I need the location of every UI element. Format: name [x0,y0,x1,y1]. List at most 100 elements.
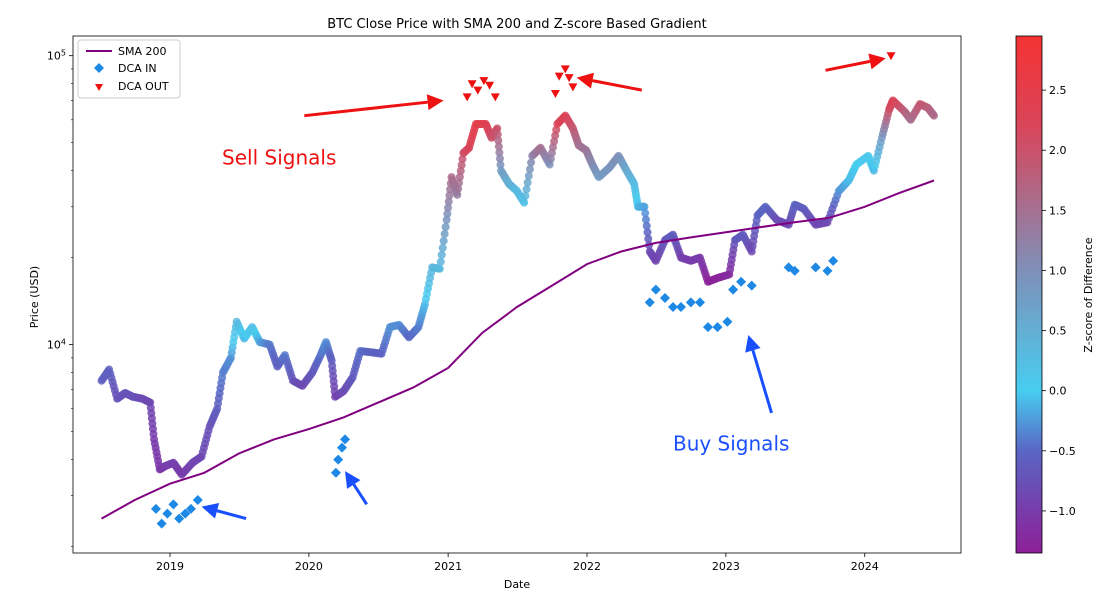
price-point [494,142,503,151]
price-point [495,148,504,157]
dca-out-marker [479,77,489,86]
price-point [641,215,650,224]
buy-signals-annotation: Buy Signals [673,432,789,456]
colorbar-tick-label: −1.0 [1049,505,1076,518]
annotation-arrow-shaft [592,79,643,92]
sell-signals-annotation: Sell Signals [222,146,336,170]
price-point [456,166,465,175]
x-tick-label: 2024 [851,560,879,573]
price-point [644,234,653,243]
price-point [454,184,463,193]
dca-in-marker [810,262,821,273]
price-point [493,130,502,139]
price-point [493,124,502,133]
dca-in-marker [667,301,678,312]
dca-in-marker [728,284,739,295]
price-point [525,165,534,174]
price-point [527,158,536,167]
price-point [444,197,453,206]
price-point [440,229,449,238]
dca-in-marker [828,255,839,266]
price-point [438,243,447,252]
y-axis-label: Price (USD) [28,266,41,328]
price-point [436,257,445,266]
dca-in-marker [650,284,661,295]
chart-title: BTC Close Price with SMA 200 and Z-score… [327,17,707,32]
price-point [640,202,649,211]
price-point [457,161,466,170]
price-point [458,155,467,164]
dca-out-marker [886,52,896,61]
x-tick-label: 2019 [156,560,184,573]
annotation-arrow-head [745,334,761,353]
dca-in-marker [789,265,800,276]
colorbar-tick-label: −0.5 [1049,445,1076,458]
x-tick-label: 2022 [573,560,601,573]
colorbar-tick-label: 2.5 [1049,84,1067,97]
dca-in-marker [333,454,344,465]
dca-in-marker [685,297,696,308]
x-tick-label: 2020 [295,560,323,573]
dca-in-marker [180,508,191,519]
dca-out-marker [462,93,472,102]
dca-in-marker [736,276,747,287]
colorbar-tick-label: 0.0 [1049,385,1067,398]
colorbar-tick-label: 1.5 [1049,204,1067,217]
price-point [495,154,504,163]
y-tick-label: 104 [47,337,66,352]
annotation-arrow-shaft [216,509,247,521]
legend-dca-out-label: DCA OUT [118,80,169,93]
price-point [442,215,451,224]
dca-in-marker [660,292,670,303]
annotation-arrow-head [576,72,594,89]
plot-frame [72,35,962,554]
colorbar-tick-label: 1.0 [1049,264,1067,277]
annotation-arrow-shaft [751,349,773,414]
colorbar-ticks: −1.0 −0.5 0.0 0.5 1.0 1.5 2.0 2.5 [1042,84,1076,518]
price-point [437,250,446,259]
y-tick-label: 105 [47,48,66,63]
price-point [444,203,453,212]
dca-in-marker [156,518,167,529]
legend-dca-in-marker [94,63,104,73]
legend-dca-out-marker [95,84,103,91]
price-point [439,236,448,245]
colorbar-tick-label: 2.0 [1049,144,1067,157]
dca-out-marker [568,83,578,92]
price-point [435,264,444,273]
colorbar-gradient [1015,35,1043,554]
price-point [929,111,938,120]
dca-in-marker [712,322,723,333]
price-point [496,160,505,169]
dca-in-marker [330,467,341,478]
price-point [443,209,452,218]
annotation-arrow-head [345,471,361,489]
plot-background [73,36,961,553]
plot-area: 2019 2020 2021 2022 2023 2024 104 105 Sell Signa… [47,35,962,573]
dca-in-marker [174,513,185,524]
price-point [643,228,652,237]
legend-box [77,39,181,99]
dca-in-marker [168,499,179,510]
legend-dca-in-label: DCA IN [118,62,157,75]
price-point [494,136,503,145]
dca-out-marker [485,81,495,90]
annotation-arrow-head [426,94,444,111]
dca-in-marker [185,503,196,514]
price-point [455,172,464,181]
price-point [521,191,530,200]
annotation-arrow-shaft [304,100,428,118]
legend: SMA 200 DCA IN DCA OUT [77,39,181,99]
price-point [453,190,462,199]
dca-out-marker [550,89,560,98]
annotation-arrow-shaft [352,483,368,506]
price-point [441,222,450,231]
price-point [522,185,531,194]
price-point [520,198,529,207]
dca-out-marker [564,74,574,83]
price-point [523,178,532,187]
colorbar: −1.0 −0.5 0.0 0.5 1.0 1.5 2.0 2.5 Z-score of Di… [1015,35,1095,554]
dca-in-marker [336,442,347,453]
dca-in-marker [722,316,733,327]
